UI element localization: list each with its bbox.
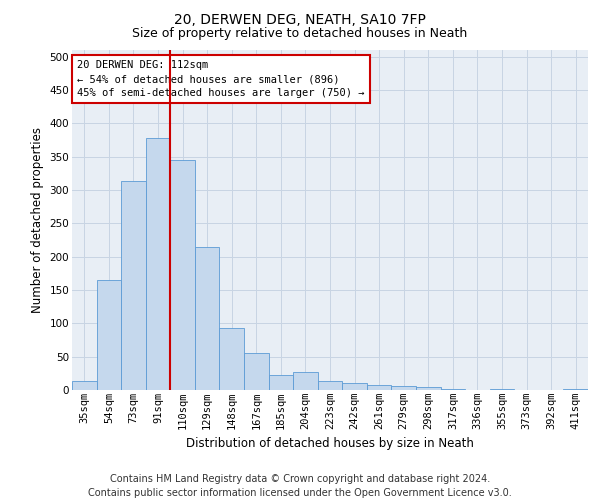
Text: 20, DERWEN DEG, NEATH, SA10 7FP: 20, DERWEN DEG, NEATH, SA10 7FP — [174, 12, 426, 26]
Y-axis label: Number of detached properties: Number of detached properties — [31, 127, 44, 313]
Bar — [97, 280, 121, 390]
Bar — [121, 182, 146, 390]
Bar — [416, 388, 440, 390]
Bar — [367, 384, 391, 390]
Text: Size of property relative to detached houses in Neath: Size of property relative to detached ho… — [133, 28, 467, 40]
Bar — [220, 328, 244, 390]
Bar — [170, 160, 195, 390]
Text: 20 DERWEN DEG: 112sqm
← 54% of detached houses are smaller (896)
45% of semi-det: 20 DERWEN DEG: 112sqm ← 54% of detached … — [77, 60, 365, 98]
Text: Contains HM Land Registry data © Crown copyright and database right 2024.
Contai: Contains HM Land Registry data © Crown c… — [88, 474, 512, 498]
Bar — [146, 138, 170, 390]
Bar — [195, 246, 220, 390]
Bar — [244, 354, 269, 390]
Bar — [72, 382, 97, 390]
Bar — [342, 384, 367, 390]
Bar — [318, 382, 342, 390]
X-axis label: Distribution of detached houses by size in Neath: Distribution of detached houses by size … — [186, 437, 474, 450]
Bar — [293, 372, 318, 390]
Bar — [269, 374, 293, 390]
Bar — [391, 386, 416, 390]
